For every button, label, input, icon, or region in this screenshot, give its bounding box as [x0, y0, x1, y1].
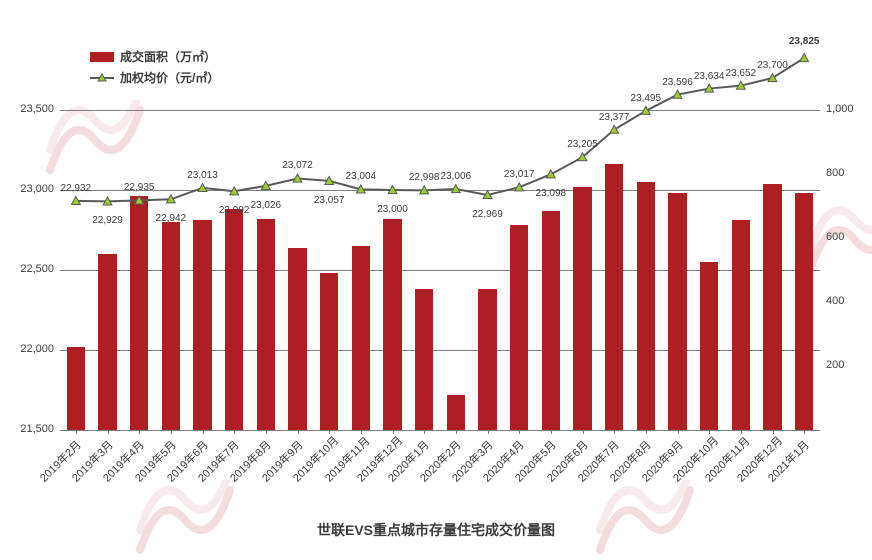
- chart-title: 世联EVS重点城市存量住宅成交价量图: [0, 520, 872, 540]
- line-marker-icon: [610, 125, 619, 133]
- legend-line-swatch: [90, 72, 114, 84]
- x-tick: [393, 430, 394, 434]
- x-tick: [804, 430, 805, 434]
- line-series: [60, 30, 820, 430]
- y-right-tick-label: 600: [826, 231, 844, 243]
- x-tick: [488, 430, 489, 434]
- x-tick: [298, 430, 299, 434]
- line-data-label: 22,969: [472, 209, 503, 220]
- line-data-label: 23,596: [662, 77, 693, 88]
- line-data-label: 23,057: [314, 195, 345, 206]
- x-tick: [773, 430, 774, 434]
- line-marker-icon: [546, 170, 555, 178]
- x-tick: [76, 430, 77, 434]
- x-tick: [171, 430, 172, 434]
- line-data-label: 23,026: [251, 200, 282, 211]
- y-left-tick-label: 23,500: [12, 103, 54, 115]
- line-data-label: 23,004: [346, 171, 377, 182]
- x-tick: [266, 430, 267, 434]
- y-left-tick-label: 23,000: [12, 183, 54, 195]
- line-data-label: 23,072: [282, 160, 313, 171]
- legend-bar-label: 成交面积（万㎡）: [120, 48, 216, 65]
- x-tick: [519, 430, 520, 434]
- line-data-label: 23,634: [694, 71, 725, 82]
- line-data-label: 23,377: [599, 112, 630, 123]
- line-data-label: 23,205: [567, 139, 598, 150]
- line-data-label: 22,942: [156, 213, 187, 224]
- line-data-label: 22,998: [409, 172, 440, 183]
- plot-area: [60, 30, 820, 430]
- line-data-label: 23,700: [757, 60, 788, 71]
- x-tick: [709, 430, 710, 434]
- line-data-label: 23,825: [789, 36, 820, 47]
- y-right-tick-label: 400: [826, 295, 844, 307]
- line-data-label: 22,992: [219, 205, 250, 216]
- x-tick: [678, 430, 679, 434]
- x-tick: [646, 430, 647, 434]
- line-data-label: 23,006: [441, 171, 472, 182]
- y-right-tick-label: 800: [826, 167, 844, 179]
- x-tick: [139, 430, 140, 434]
- line-data-label: 22,929: [92, 215, 123, 226]
- line-data-label: 23,098: [536, 188, 567, 199]
- legend: 成交面积（万㎡） 加权均价（元/㎡）: [90, 48, 219, 90]
- x-tick: [361, 430, 362, 434]
- x-tick: [614, 430, 615, 434]
- line-data-label: 22,932: [61, 183, 92, 194]
- gridline: [60, 430, 820, 431]
- line-data-label: 23,652: [726, 68, 757, 79]
- x-tick: [203, 430, 204, 434]
- y-left-tick-label: 22,000: [12, 343, 54, 355]
- x-tick: [456, 430, 457, 434]
- y-left-tick-label: 21,500: [12, 423, 54, 435]
- x-tick: [741, 430, 742, 434]
- legend-item-line: 加权均价（元/㎡）: [90, 69, 219, 86]
- line-data-label: 23,495: [631, 93, 662, 104]
- x-tick: [551, 430, 552, 434]
- y-right-tick-label: 1,000: [826, 103, 854, 115]
- line-data-label: 22,935: [124, 182, 155, 193]
- line-marker-icon: [641, 106, 650, 114]
- x-tick: [329, 430, 330, 434]
- x-tick: [583, 430, 584, 434]
- chart-container: 成交面积（万㎡） 加权均价（元/㎡） 世联EVS重点城市存量住宅成交价量图 21…: [0, 0, 872, 548]
- x-tick: [424, 430, 425, 434]
- legend-item-bars: 成交面积（万㎡）: [90, 48, 219, 65]
- x-tick: [108, 430, 109, 434]
- x-tick: [234, 430, 235, 434]
- line-data-label: 23,000: [377, 204, 408, 215]
- line-data-label: 23,013: [187, 170, 218, 181]
- line-data-label: 23,017: [504, 169, 535, 180]
- legend-bar-swatch: [90, 52, 114, 62]
- line-marker-icon: [800, 54, 809, 62]
- y-right-tick-label: 200: [826, 359, 844, 371]
- y-left-tick-label: 22,500: [12, 263, 54, 275]
- line-marker-icon: [768, 74, 777, 82]
- legend-line-label: 加权均价（元/㎡）: [120, 69, 219, 86]
